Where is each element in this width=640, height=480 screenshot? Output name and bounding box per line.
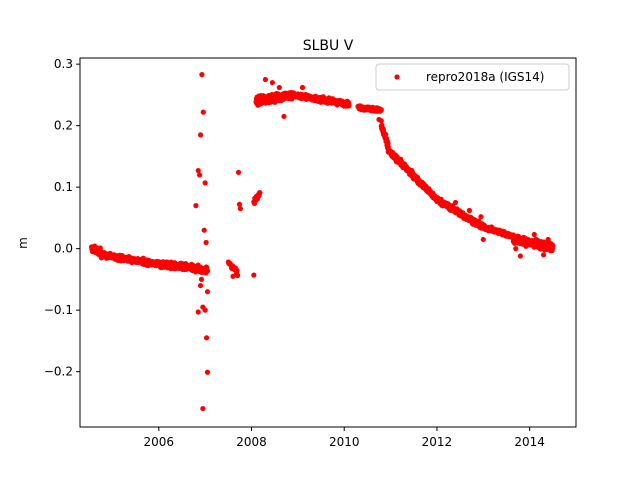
data-point xyxy=(201,227,207,233)
data-point xyxy=(197,132,204,138)
data-point xyxy=(378,107,384,113)
data-point xyxy=(202,180,208,186)
data-point xyxy=(480,236,486,243)
data-point xyxy=(550,242,556,248)
x-tick-label: 2014 xyxy=(514,435,545,449)
data-point xyxy=(299,84,306,91)
y-tick-label: 0.0 xyxy=(54,242,73,256)
data-point xyxy=(236,201,243,207)
data-point xyxy=(531,231,537,238)
data-point xyxy=(202,307,208,313)
legend: repro2018a (IGS14) xyxy=(375,63,570,91)
data-point xyxy=(198,276,205,282)
data-point xyxy=(251,272,257,278)
data-point xyxy=(517,253,523,259)
data-point xyxy=(199,72,205,78)
data-point xyxy=(466,207,472,214)
data-point xyxy=(203,239,209,246)
y-axis-label: m xyxy=(16,237,30,249)
chart-title: SLBU V xyxy=(303,38,354,54)
data-point xyxy=(346,102,352,108)
data-point xyxy=(195,309,201,315)
data-point xyxy=(197,282,204,289)
data-point xyxy=(200,109,206,115)
plot-area xyxy=(79,57,577,428)
legend-label: repro2018a (IGS14) xyxy=(426,70,544,84)
data-point xyxy=(253,196,259,203)
y-tick-label: −0.1 xyxy=(44,303,73,317)
data-point xyxy=(257,190,263,196)
legend-frame xyxy=(375,63,570,91)
plot-background xyxy=(80,58,576,427)
x-tick-label: 2008 xyxy=(236,435,267,449)
data-point xyxy=(203,335,210,341)
y-tick-label: 0.3 xyxy=(54,57,73,71)
data-point xyxy=(230,273,236,279)
data-point xyxy=(281,113,287,120)
data-point xyxy=(276,84,282,91)
y-tick-label: 0.1 xyxy=(54,180,73,194)
y-tick-label: 0.2 xyxy=(54,119,73,133)
data-point xyxy=(452,199,459,206)
data-point xyxy=(540,252,547,258)
data-point xyxy=(234,272,241,279)
data-point xyxy=(545,236,551,243)
plot-frame xyxy=(79,57,577,428)
data-point xyxy=(376,116,382,123)
x-tick-label: 2012 xyxy=(422,435,453,449)
legend-marker xyxy=(394,74,400,80)
data-point xyxy=(513,246,519,252)
data-point xyxy=(234,267,240,274)
data-point xyxy=(197,172,203,178)
data-point xyxy=(269,80,275,86)
x-tick-label: 2010 xyxy=(329,435,360,449)
data-point xyxy=(237,206,243,212)
data-point xyxy=(204,369,211,375)
data-point xyxy=(204,268,211,274)
points-layer xyxy=(89,72,556,412)
y-tick-label: −0.2 xyxy=(44,365,73,379)
x-tick-label: 2006 xyxy=(144,435,175,449)
data-point xyxy=(204,289,211,295)
data-point xyxy=(478,214,484,220)
data-point xyxy=(200,405,206,412)
data-point xyxy=(262,76,269,83)
data-point xyxy=(383,131,389,137)
data-point xyxy=(235,169,242,175)
data-point xyxy=(195,167,201,174)
x-axis: 2006 2008 2010 2012 2014 xyxy=(144,427,545,449)
data-point xyxy=(193,203,199,209)
y-axis: −0.2 −0.1 0.0 0.1 0.2 0.3 xyxy=(44,57,80,379)
